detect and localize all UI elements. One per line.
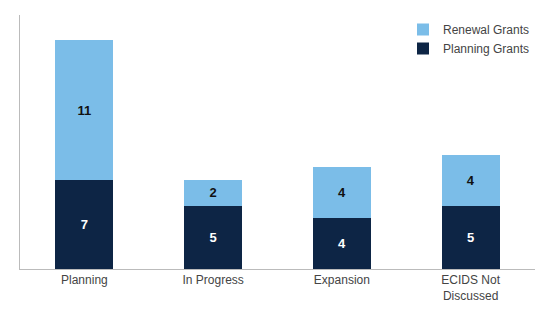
- svg-text:Renewal Grants: Renewal Grants: [443, 23, 529, 37]
- svg-text:4: 4: [338, 185, 346, 200]
- svg-text:4: 4: [338, 236, 346, 251]
- svg-text:2: 2: [210, 185, 217, 200]
- svg-text:Planning: Planning: [61, 273, 108, 287]
- svg-text:5: 5: [467, 230, 474, 245]
- svg-text:Expansion: Expansion: [314, 273, 370, 287]
- svg-text:4: 4: [467, 173, 475, 188]
- svg-text:ECIDS NotDiscussed: ECIDS NotDiscussed: [441, 273, 500, 303]
- svg-text:5: 5: [210, 230, 217, 245]
- svg-text:In Progress: In Progress: [182, 273, 243, 287]
- svg-text:7: 7: [81, 217, 88, 232]
- svg-text:Planning Grants: Planning Grants: [443, 42, 529, 56]
- svg-text:11: 11: [78, 103, 92, 118]
